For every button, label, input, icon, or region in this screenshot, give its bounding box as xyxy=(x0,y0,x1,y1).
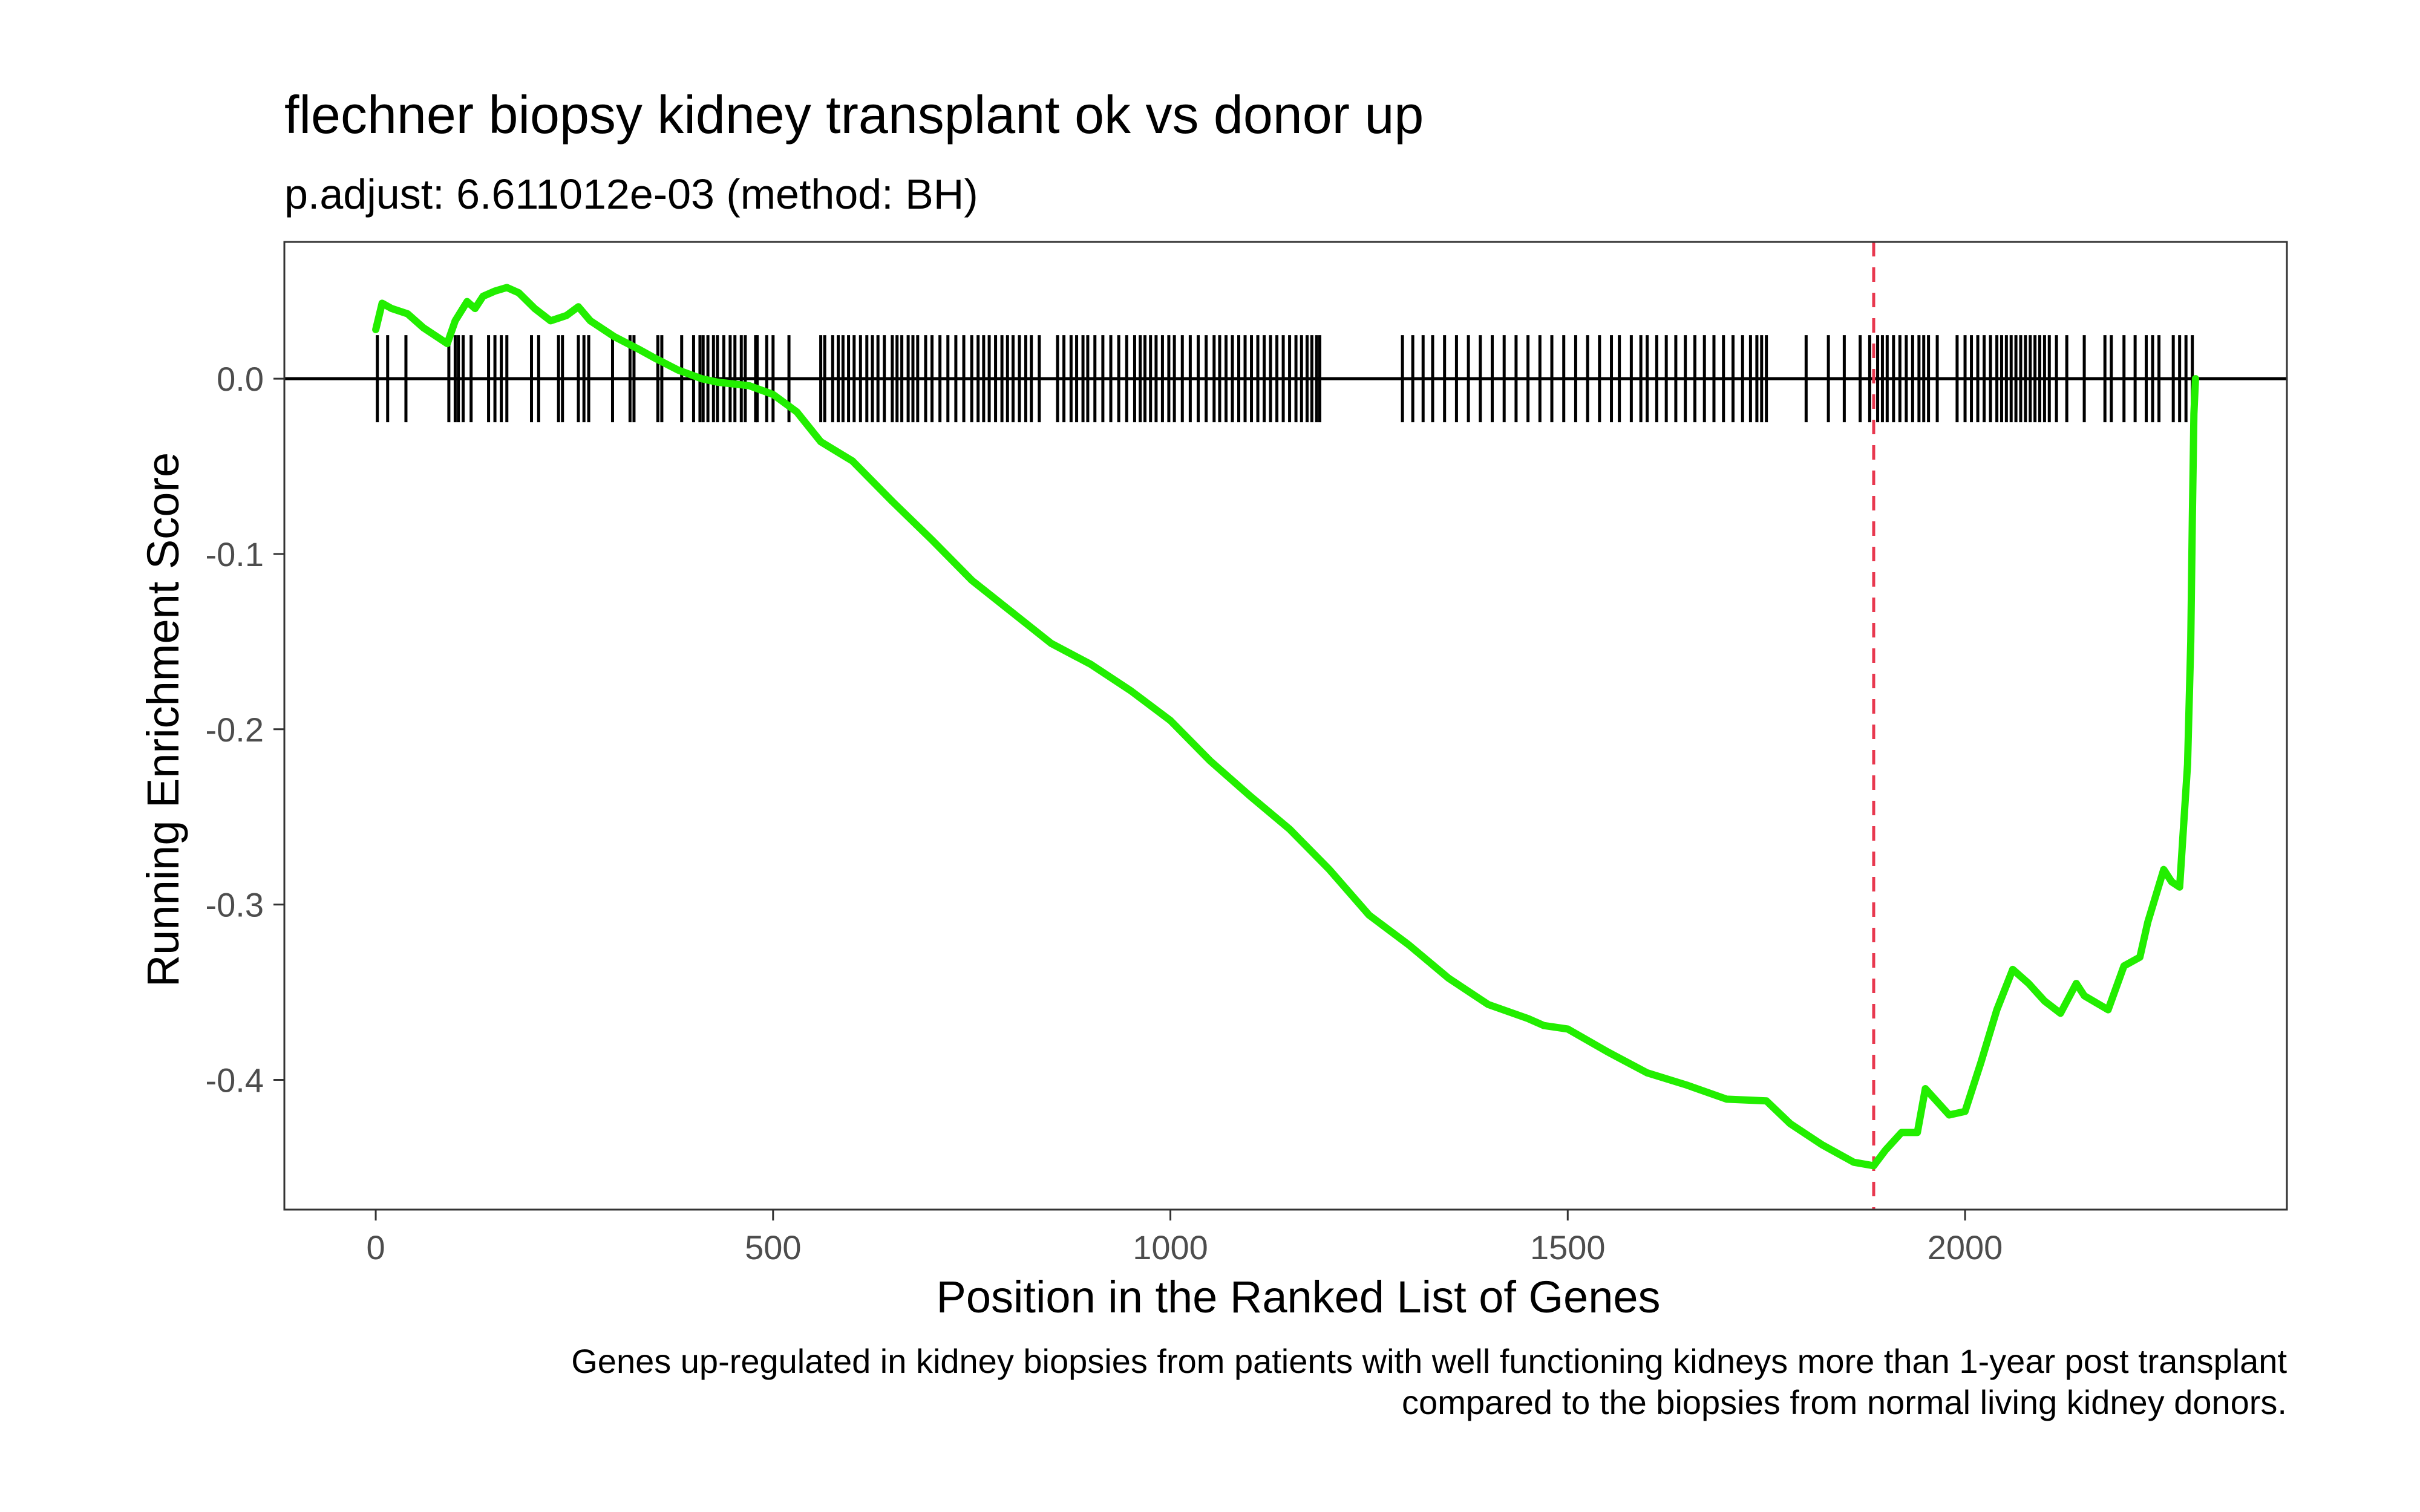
x-tick-label: 2000 xyxy=(1928,1228,2003,1266)
y-tick-label: 0.0 xyxy=(217,360,264,398)
x-tick-label: 1500 xyxy=(1530,1228,1606,1266)
y-tick-label: -0.3 xyxy=(206,886,264,924)
x-axis: 0 500 1000 1500 2000 xyxy=(366,1210,2003,1266)
x-axis-title: Position in the Ranked List of Genes xyxy=(936,1272,1660,1322)
chart-title: flechner biopsy kidney transplant ok vs … xyxy=(284,85,1424,145)
y-axis-title: Running Enrichment Score xyxy=(138,452,188,987)
chart-subtitle: p.adjust: 6.611012e-03 (method: BH) xyxy=(284,171,978,218)
y-tick-label: -0.1 xyxy=(206,535,264,573)
y-tick-label: -0.2 xyxy=(206,711,264,749)
x-tick-label: 1000 xyxy=(1133,1228,1208,1266)
y-tick-label: -0.4 xyxy=(206,1061,264,1100)
panel-border xyxy=(283,241,2288,1211)
caption-line-2: compared to the biopsies from normal liv… xyxy=(1402,1383,2287,1421)
running-es-line xyxy=(372,284,2199,1170)
x-tick-label: 0 xyxy=(366,1228,385,1266)
caption-line-1: Genes up-regulated in kidney biopsies fr… xyxy=(571,1342,2287,1380)
x-tick-label: 500 xyxy=(745,1228,801,1266)
y-axis: 0.0 -0.1 -0.2 -0.3 -0.4 xyxy=(206,360,284,1100)
